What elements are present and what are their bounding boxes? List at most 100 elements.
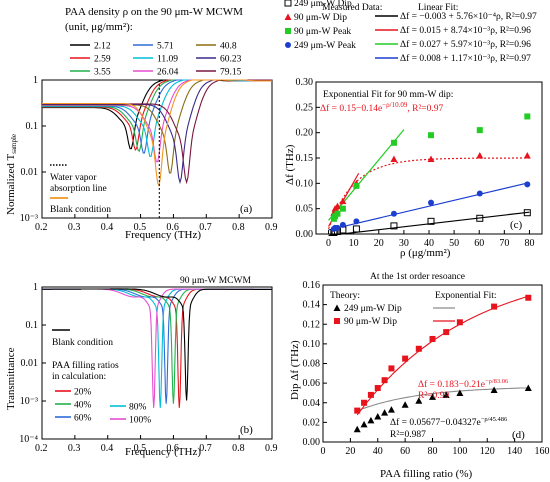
panel-b-xtick-label: 0.5 xyxy=(134,443,147,454)
panel-b-ytick-label: 0.1 xyxy=(26,320,39,331)
panel-c-data-point xyxy=(339,197,347,205)
panel-a-ylabel-sub: sample xyxy=(10,134,18,154)
panel-b-chart: 90 μm-W MCWM 0.2 0.3 0.4 0.5 0.6 0.7 0.8 0.910.… xyxy=(5,276,278,458)
panel-d-label: (d) xyxy=(512,429,525,441)
panel-b-ylabel: Transmittance xyxy=(5,347,17,410)
panel-d-data-point xyxy=(381,377,388,384)
panel-d-xtick-label: 60 xyxy=(400,446,410,457)
panel-d-data-point xyxy=(353,425,361,433)
panel-a-ytick-label: 10⁻³ xyxy=(20,213,38,224)
panel-d-data-point xyxy=(524,384,532,392)
panel-c-data-point xyxy=(524,181,531,188)
panel-d-fit-red-r2: R²=0.99 xyxy=(418,391,449,401)
panel-d-ytick-label: 0.16 xyxy=(303,280,321,291)
panel-d-fit-red-exp: −ρ/83.06 xyxy=(485,378,509,385)
water-vapor-label-2: absorption line xyxy=(50,184,107,194)
panel-d-ytick-label: 0.06 xyxy=(303,378,321,389)
panel-b-blank-label: Blank condition xyxy=(52,338,113,348)
panel-b-axes: 0.2 0.3 0.4 0.5 0.6 0.7 0.8 0.9 1 0.1 0.01 10⁻³ 10⁻⁴ xyxy=(19,282,277,454)
panel-a-legend-subtitle: (unit, μg/mm²): xyxy=(65,21,133,33)
panel-a-legend-label: 3.55 xyxy=(94,68,111,78)
panel-a-xtick-label: 0.9 xyxy=(265,222,278,233)
panel-c-data-point xyxy=(428,132,435,139)
panel-b-legend-label: 100% xyxy=(129,416,151,426)
panel-d-fit-black-eq: Δf = 0.05677−0.04327e xyxy=(390,417,481,428)
panel-b-ytick-label: 10⁻⁴ xyxy=(19,434,38,445)
water-vapor-label: Water vapor xyxy=(50,173,97,183)
panel-c-legend-label: 90 μm-W Peak xyxy=(294,27,351,37)
panel-d-marks xyxy=(353,294,532,433)
panel-c-legend-fit-label: Δf = 0.027 + 5.97×10⁻³ρ, R²=0.96 xyxy=(400,39,531,50)
panel-d-data-point xyxy=(388,365,395,372)
panel-d-chart: At the 1st order resoance 0 20 40 60 80 100 12… xyxy=(289,272,550,480)
panel-a-ytick-label: 0.1 xyxy=(26,121,39,132)
panel-c-ytick-label: 0.25 xyxy=(296,102,314,113)
panel-d-fit-black-r2: R²=0.987 xyxy=(390,430,426,440)
panel-c-data-point xyxy=(523,209,531,217)
panel-d-legend-theory: Theory: xyxy=(330,291,360,301)
panel-d-data-point xyxy=(429,335,436,342)
panel-b-legend: 20% 40% 60% 80% 100% xyxy=(55,388,151,426)
panel-b-xlabel: Frequency (THz) xyxy=(125,446,201,458)
panel-a-legend-label: 40.8 xyxy=(220,42,237,52)
panel-c-fit-exp: −ρ/10.09 xyxy=(382,101,408,109)
panel-b-xtick-label: 0.7 xyxy=(199,443,212,454)
panel-c-data-point xyxy=(333,202,341,210)
panel-d-xtick-label: 140 xyxy=(507,446,522,457)
blank-condition-label: Blank condition xyxy=(50,205,111,215)
panel-a-xtick-label: 0.6 xyxy=(166,222,179,233)
panel-c-xtick-label: 70 xyxy=(499,238,509,249)
panel-a-legend-label: 26.04 xyxy=(157,68,179,78)
panel-d-data-point xyxy=(401,401,409,408)
panel-d-ytick-label: 0.00 xyxy=(303,437,321,448)
panel-a-frame xyxy=(41,79,273,219)
panel-d-legend-marker xyxy=(333,304,341,311)
panel-c-data-point xyxy=(427,217,435,225)
panel-c-xtick-label: 40 xyxy=(424,238,434,249)
panel-c-axes: 0 10 20 30 40 50 60 70 80 0.00 0.05 0.10 0.15 0.20 0.2… xyxy=(296,77,535,249)
panel-c-data-point xyxy=(524,113,531,120)
panel-a-curve xyxy=(42,79,272,185)
panel-b-ytick-label: 0.01 xyxy=(21,358,39,369)
panel-a-label: (a) xyxy=(240,203,253,215)
panel-d-xtick-label: 40 xyxy=(373,446,383,457)
panel-a-ylabel: Normalized T xyxy=(5,154,17,215)
panel-a-legend-label: 2.12 xyxy=(94,42,111,52)
panel-c-data-point xyxy=(353,218,360,225)
panel-a-curve xyxy=(42,79,273,185)
panel-d-data-point xyxy=(525,294,532,301)
panel-b-legend-label: 80% xyxy=(129,403,147,413)
panel-c-xlabel: ρ (μg/mm²) xyxy=(400,247,451,259)
panel-b-xtick-label: 0.3 xyxy=(68,443,81,454)
panel-c-legend-label: 249 μm-W Peak xyxy=(294,41,356,51)
panel-c-data-point xyxy=(339,205,346,212)
panel-d-data-point xyxy=(402,355,409,362)
panel-c-xtick-label: 30 xyxy=(399,238,409,249)
panel-c-label: (c) xyxy=(510,219,523,231)
panel-d-data-point xyxy=(374,385,381,392)
panel-b-xtick-label: 0.6 xyxy=(166,443,179,454)
panel-b-legend-label: 40% xyxy=(74,401,92,411)
panel-b-xtick-label: 0.9 xyxy=(265,443,278,454)
panel-d-fit-red-group: Δf = 0.183−0.21e−ρ/83.06 xyxy=(418,378,509,390)
panel-c-marks xyxy=(328,113,531,237)
panel-d-data-point xyxy=(387,406,395,413)
panel-a-xtick-label: 0.8 xyxy=(232,222,245,233)
panel-c-xtick-label: 60 xyxy=(474,238,484,249)
panel-c-ylabel: Δf (THz) xyxy=(284,144,296,185)
panel-b-curves xyxy=(42,288,272,408)
panel-d-legend-fit: Exponential Fit: xyxy=(435,291,496,301)
panel-d-data-point xyxy=(381,409,389,416)
panel-c-legend-fit-label: Δf = 0.015 + 8.74×10⁻³ρ, R²=0.96 xyxy=(400,25,531,36)
panel-a-xtick-label: 0.3 xyxy=(68,222,81,233)
panel-d-data-point xyxy=(367,391,374,398)
panel-d-ytick-label: 0.14 xyxy=(303,300,321,311)
panel-d-legend: 249 μm-W Dip 90 μm-W Dip xyxy=(333,304,455,327)
panel-c-legend-label: 90 μm-W Dip xyxy=(294,13,347,23)
panel-b-title: 90 μm-W MCWM xyxy=(180,276,251,286)
panel-c-data-point xyxy=(390,210,397,217)
panel-a-xlabel: Frequency (THz) xyxy=(125,229,201,241)
panel-d-xlabel: PAA filling ratio (%) xyxy=(380,468,473,480)
panel-b-legend-subtitle: in calculation: xyxy=(52,372,106,382)
